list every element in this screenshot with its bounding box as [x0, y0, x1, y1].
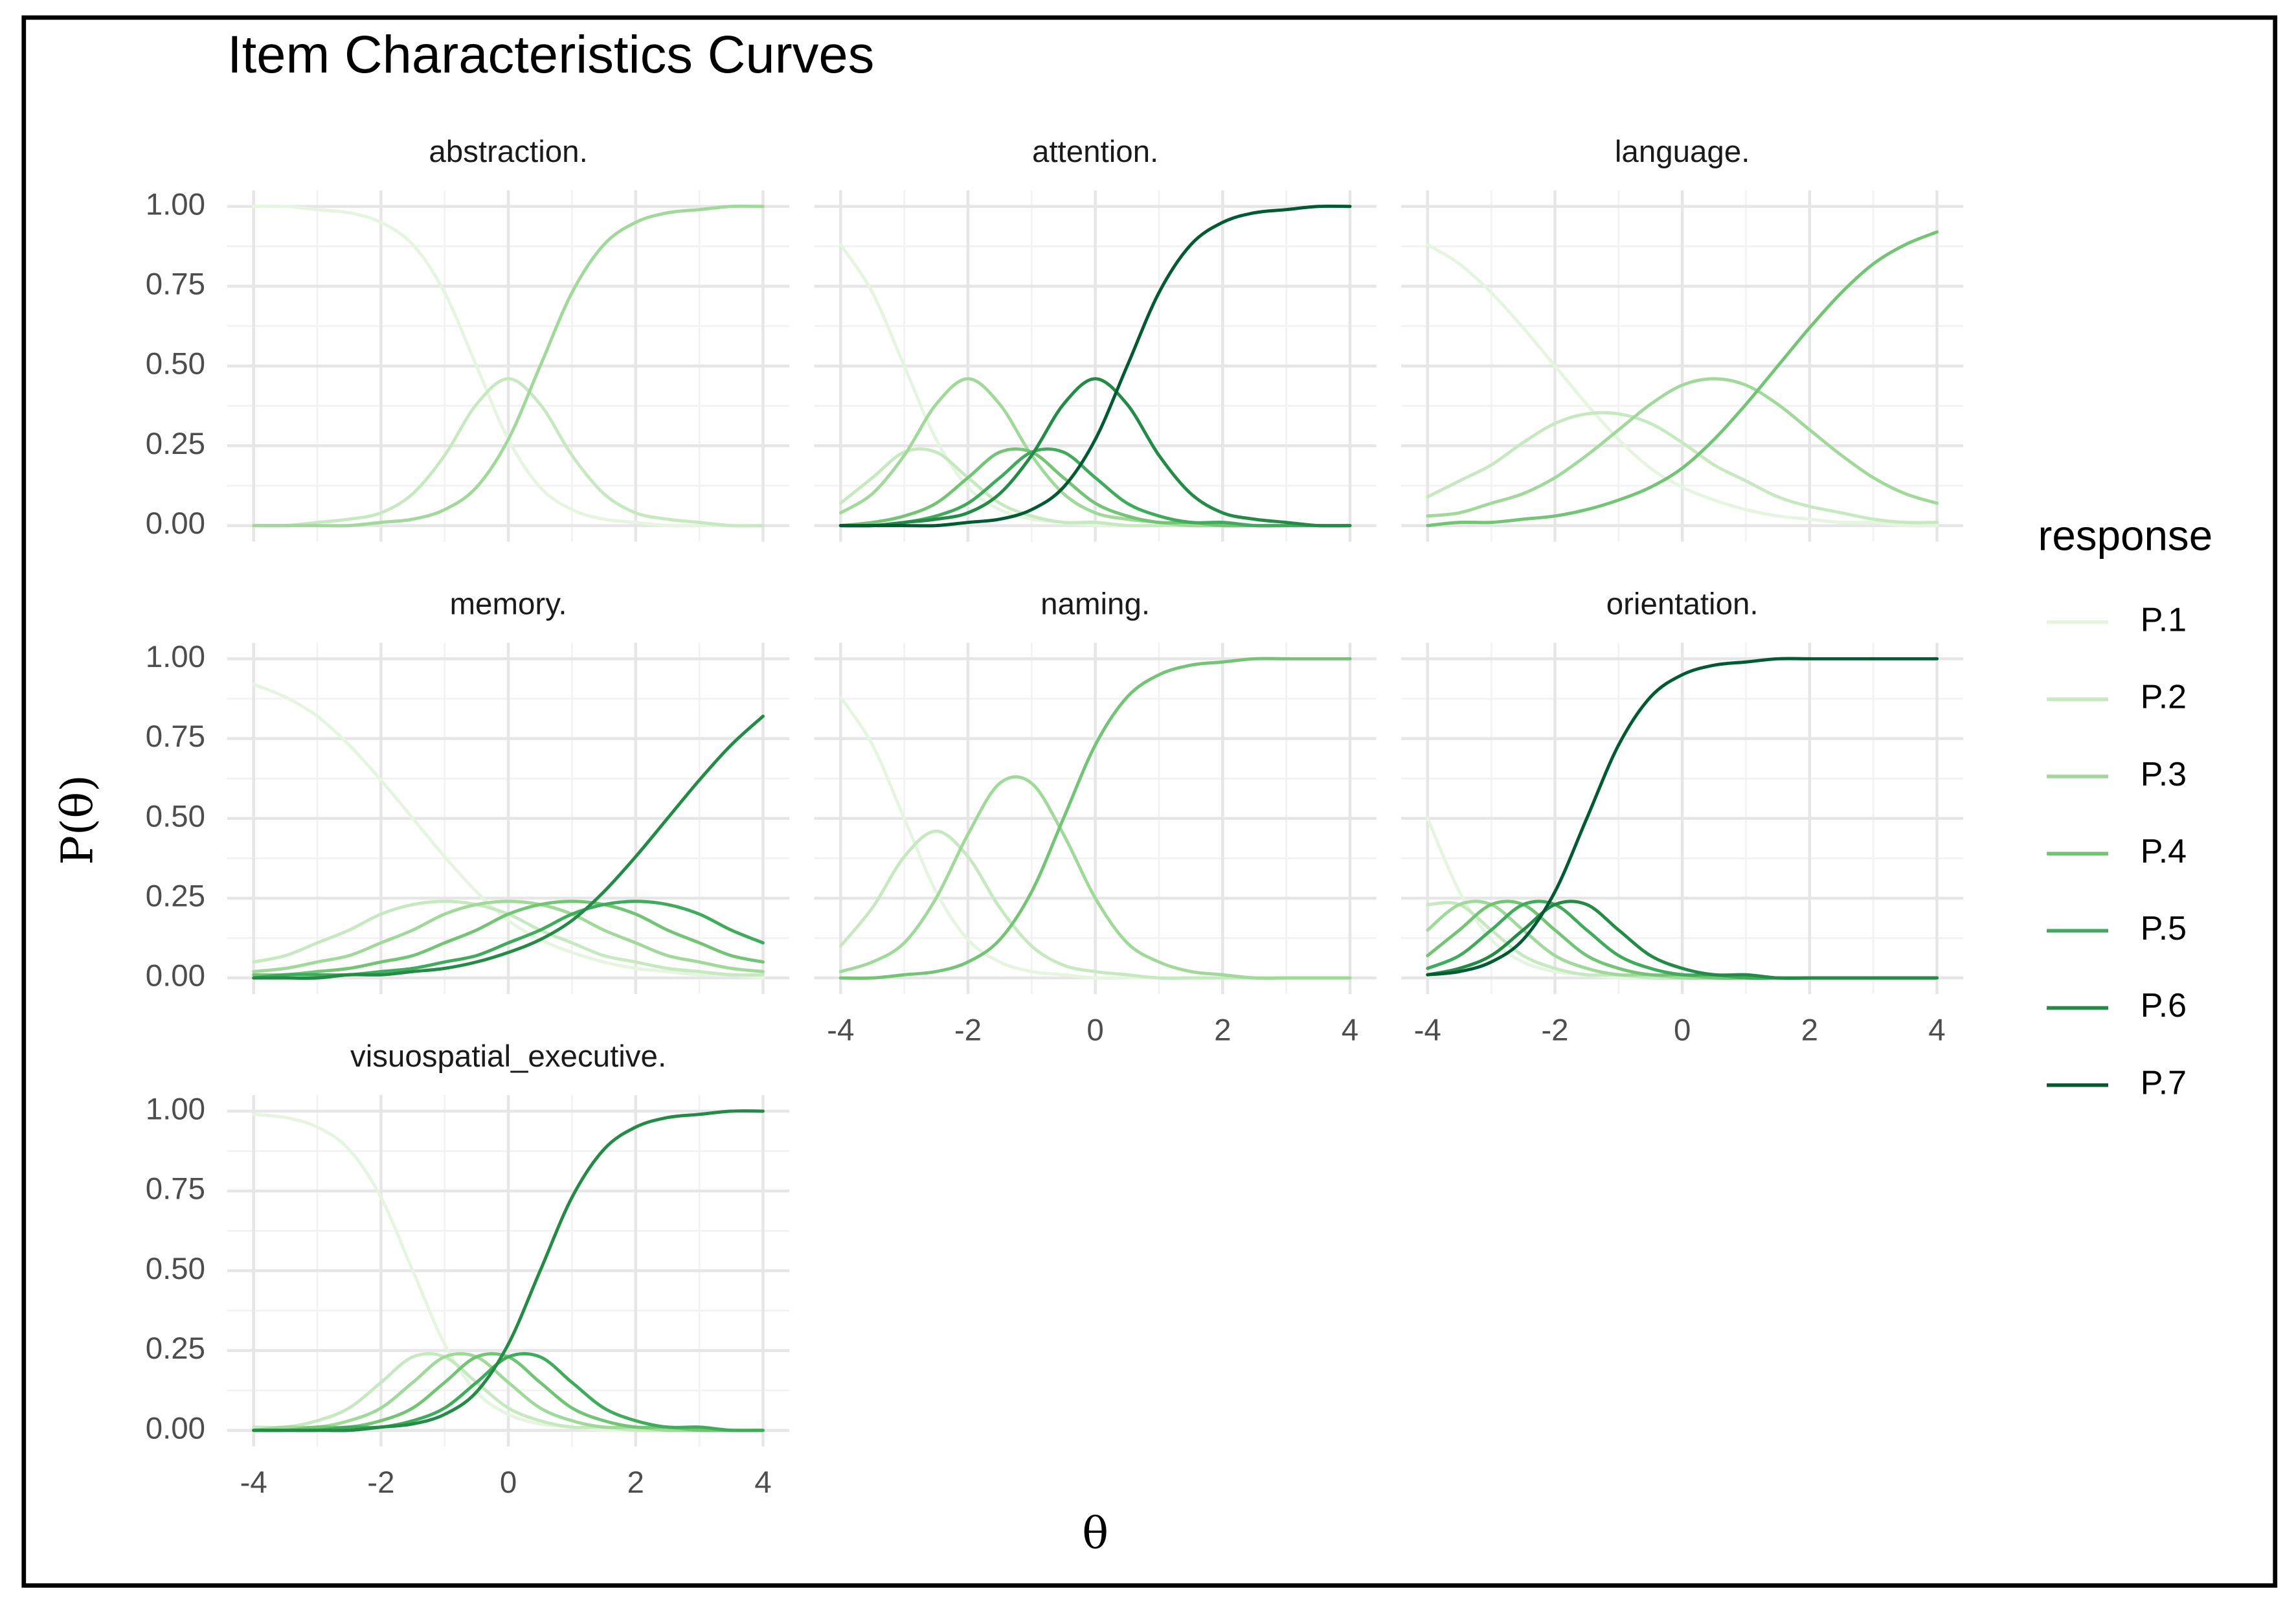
x-tick-label: 0 [500, 1465, 517, 1500]
curve [1426, 411, 1939, 525]
curve [838, 204, 1352, 528]
legend-label: P.3 [2141, 756, 2187, 793]
y-tick-label: 0.25 [146, 1331, 205, 1366]
panel-title: abstraction. [429, 135, 587, 169]
legend-label: P.5 [2141, 910, 2187, 947]
legend-label: P.6 [2141, 987, 2187, 1024]
panel-title: orientation. [1606, 587, 1759, 621]
panel-title: naming. [1041, 587, 1150, 621]
y-tick-label: 0.25 [146, 879, 205, 913]
curve [838, 657, 1352, 980]
curve [838, 377, 1352, 528]
curve [838, 775, 1352, 980]
y-tick-label: 0.50 [146, 1252, 205, 1286]
y-axis-title: P(θ) [51, 775, 102, 865]
legend-label: P.4 [2141, 833, 2187, 870]
curve [252, 377, 765, 528]
x-tick-label: 0 [1674, 1013, 1691, 1047]
legend-title: response [2038, 512, 2213, 559]
curve [1426, 230, 1939, 528]
chart-title: Item Characteristics Curves [227, 25, 874, 84]
x-tick-label: -2 [367, 1465, 394, 1500]
curve [252, 1109, 765, 1432]
legend-label: P.7 [2141, 1064, 2187, 1102]
curve [252, 683, 765, 980]
x-tick-label: -4 [240, 1465, 267, 1500]
y-tick-label: 0.75 [146, 267, 205, 302]
curve [838, 447, 1352, 528]
x-tick-label: 4 [1342, 1013, 1358, 1047]
x-tick-label: -4 [827, 1013, 854, 1047]
legend-label: P.2 [2141, 679, 2187, 716]
y-tick-label: 0.00 [146, 506, 205, 541]
y-tick-label: 1.00 [146, 640, 205, 674]
panel-title: language. [1615, 135, 1750, 169]
curve [252, 899, 765, 977]
curve [252, 1352, 765, 1432]
y-tick-label: 0.75 [146, 719, 205, 754]
x-tick-label: 2 [1214, 1013, 1231, 1047]
y-tick-label: 0.00 [146, 1411, 205, 1445]
legend-label: P.1 [2141, 602, 2187, 639]
x-tick-label: 2 [1801, 1013, 1818, 1047]
x-tick-label: -2 [954, 1013, 982, 1047]
y-tick-label: 0.50 [146, 799, 205, 833]
x-axis-title: θ [1082, 1508, 1109, 1559]
y-tick-label: 1.00 [146, 187, 205, 221]
x-tick-label: 0 [1086, 1013, 1103, 1047]
y-tick-label: 0.00 [146, 959, 205, 993]
panel-title: visuospatial_executive. [350, 1039, 666, 1074]
y-tick-label: 0.25 [146, 427, 205, 461]
y-tick-label: 0.50 [146, 347, 205, 381]
panel-title: attention. [1032, 135, 1158, 169]
curve [1426, 243, 1939, 528]
x-tick-label: -2 [1541, 1013, 1568, 1047]
y-tick-label: 0.75 [146, 1172, 205, 1206]
x-tick-label: 4 [754, 1465, 771, 1500]
x-tick-label: -4 [1414, 1013, 1441, 1047]
curve [252, 204, 765, 528]
curve [1426, 899, 1939, 980]
y-tick-label: 1.00 [146, 1092, 205, 1126]
x-tick-label: 2 [627, 1465, 644, 1500]
panel-title: memory. [450, 587, 567, 621]
curve [252, 899, 765, 973]
x-tick-label: 4 [1928, 1013, 1945, 1047]
curve [252, 204, 765, 528]
curve [1426, 657, 1939, 977]
curve [1426, 377, 1939, 518]
curve [252, 714, 765, 980]
curve [252, 1352, 765, 1432]
